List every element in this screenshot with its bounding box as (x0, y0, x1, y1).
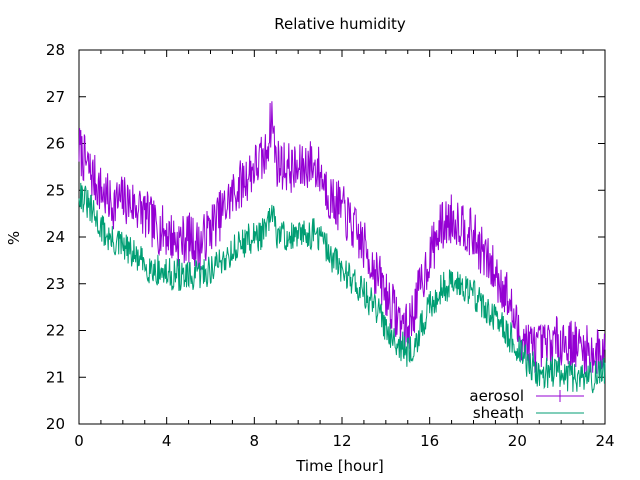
y-tick-label: 28 (46, 41, 65, 59)
y-tick-label: 26 (46, 135, 65, 153)
series-line-sheath (78, 182, 606, 394)
y-axis-label: % (5, 231, 23, 245)
y-tick-label: 23 (46, 275, 65, 293)
y-axis: 20 21 22 23 24 25 26 27 28 (46, 41, 605, 433)
x-tick-label: 8 (250, 432, 260, 450)
x-tick-label: 4 (162, 432, 172, 450)
series-layer (78, 101, 606, 394)
legend-label-sheath: sheath (473, 404, 524, 422)
x-tick-label: 24 (595, 432, 614, 450)
y-tick-label: 27 (46, 88, 65, 106)
y-tick-label: 25 (46, 181, 65, 199)
x-axis-label: Time [hour] (295, 457, 384, 475)
x-tick-label: 20 (508, 432, 527, 450)
x-tick-label: 16 (420, 432, 439, 450)
x-tick-label: 0 (74, 432, 84, 450)
chart-title: Relative humidity (274, 15, 406, 33)
y-tick-label: 22 (46, 322, 65, 340)
y-tick-label: 20 (46, 415, 65, 433)
series-line-aerosol (78, 101, 606, 376)
x-tick-label: 12 (332, 432, 351, 450)
y-tick-label: 24 (46, 228, 65, 246)
y-tick-label: 21 (46, 368, 65, 386)
x-axis: 0 4 8 12 16 20 24 (74, 50, 615, 450)
legend-label-aerosol: aerosol (469, 387, 524, 405)
